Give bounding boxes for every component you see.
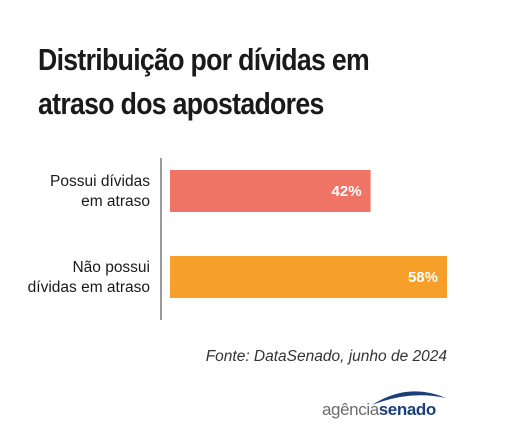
bar-value-label-1: 42%	[332, 183, 362, 200]
logo-text: agênciasenado	[322, 400, 436, 420]
category-label-2-line-2: dívidas em atraso	[28, 279, 150, 296]
bar-1	[170, 170, 371, 212]
category-label-2-line-1: Não possui	[72, 259, 150, 276]
bar-2	[170, 256, 447, 298]
bar-chart: 42% Possui dívidas em atraso 58% Não possui d…	[28, 158, 447, 320]
logo-text-agencia: agência	[322, 400, 379, 419]
logo-arc-icon	[372, 391, 446, 405]
logo-text-senado: senado	[378, 400, 437, 419]
bar-value-label-2: 58%	[408, 269, 438, 286]
chart-title-line-2: atraso dos apostadores	[38, 86, 324, 121]
category-label-1-line-1: Possui dívidas	[50, 173, 150, 190]
source-note: Fonte: DataSenado, junho de 2024	[205, 348, 447, 365]
category-label-1-line-2: em atraso	[81, 193, 150, 210]
agencia-senado-logo: agênciasenado	[322, 386, 450, 420]
chart-title: Distribuição por dívidas em atraso dos a…	[38, 38, 416, 126]
chart-title-line-1: Distribuição por dívidas em	[38, 42, 370, 77]
